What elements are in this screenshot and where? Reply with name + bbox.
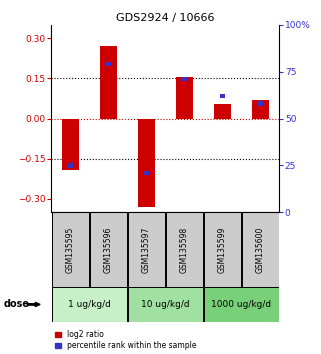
Bar xyxy=(182,77,187,81)
Bar xyxy=(128,212,165,287)
Bar xyxy=(62,119,79,170)
Bar xyxy=(128,287,203,322)
Bar xyxy=(138,119,155,207)
Text: GSM135595: GSM135595 xyxy=(66,226,75,273)
Bar xyxy=(176,77,193,119)
Bar xyxy=(214,104,231,119)
Text: GSM135597: GSM135597 xyxy=(142,226,151,273)
Text: 1 ug/kg/d: 1 ug/kg/d xyxy=(68,300,111,309)
Bar xyxy=(100,46,117,119)
Bar xyxy=(106,62,111,66)
Bar xyxy=(258,102,263,106)
Text: GSM135598: GSM135598 xyxy=(180,227,189,273)
Text: GSM135599: GSM135599 xyxy=(218,226,227,273)
Bar xyxy=(68,163,73,168)
Bar xyxy=(220,94,225,98)
Bar xyxy=(204,212,241,287)
Legend: log2 ratio, percentile rank within the sample: log2 ratio, percentile rank within the s… xyxy=(55,330,197,350)
Title: GDS2924 / 10666: GDS2924 / 10666 xyxy=(116,13,214,23)
Bar xyxy=(90,212,127,287)
Text: GSM135600: GSM135600 xyxy=(256,226,265,273)
Text: GSM135596: GSM135596 xyxy=(104,226,113,273)
Bar xyxy=(52,287,127,322)
Bar xyxy=(252,100,269,119)
Bar xyxy=(242,212,279,287)
Bar xyxy=(52,212,89,287)
Text: 1000 ug/kg/d: 1000 ug/kg/d xyxy=(211,300,271,309)
Bar xyxy=(166,212,203,287)
Bar xyxy=(144,171,149,175)
Text: dose: dose xyxy=(3,299,29,309)
Bar xyxy=(204,287,279,322)
Text: 10 ug/kg/d: 10 ug/kg/d xyxy=(141,300,190,309)
